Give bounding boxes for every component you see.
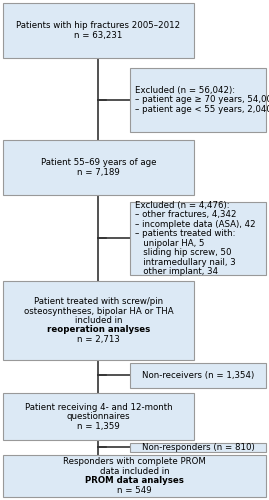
Text: sliding hip screw, 50: sliding hip screw, 50 [135,248,232,257]
FancyBboxPatch shape [3,393,194,440]
Text: Responders with complete PROM: Responders with complete PROM [63,457,206,466]
Text: Non-receivers (n = 1,354): Non-receivers (n = 1,354) [142,371,254,380]
FancyBboxPatch shape [130,363,266,388]
Text: intramedullary nail, 3: intramedullary nail, 3 [135,258,236,267]
Text: Excluded (n = 56,042):: Excluded (n = 56,042): [135,86,235,95]
FancyBboxPatch shape [130,443,266,452]
Text: n = 7,189: n = 7,189 [77,168,120,177]
Text: – patients treated with:: – patients treated with: [135,229,235,238]
FancyBboxPatch shape [130,68,266,132]
Text: Patient 55–69 years of age: Patient 55–69 years of age [41,158,156,167]
Text: data included in: data included in [100,467,169,476]
Text: other implant, 34: other implant, 34 [135,267,218,276]
Text: Excluded (n = 4,476):: Excluded (n = 4,476): [135,200,230,210]
Text: questionnaires: questionnaires [67,412,130,421]
Text: included in: included in [75,316,122,325]
Text: – patient age < 55 years, 2,040: – patient age < 55 years, 2,040 [135,105,269,114]
FancyBboxPatch shape [3,281,194,360]
Text: n = 63,231: n = 63,231 [74,31,123,40]
FancyBboxPatch shape [3,140,194,195]
Text: unipolar HA, 5: unipolar HA, 5 [135,239,204,248]
FancyBboxPatch shape [130,202,266,275]
Text: Patient receiving 4- and 12-month: Patient receiving 4- and 12-month [25,402,172,411]
Text: Non-responders (n = 810): Non-responders (n = 810) [141,443,254,452]
Text: Patients with hip fractures 2005–2012: Patients with hip fractures 2005–2012 [16,21,180,30]
Text: n = 2,713: n = 2,713 [77,335,120,344]
Text: – patient age ≥ 70 years, 54,002: – patient age ≥ 70 years, 54,002 [135,96,269,104]
Text: PROM data analyses: PROM data analyses [85,476,184,485]
Text: n = 549: n = 549 [117,486,152,495]
Text: Patient treated with screw/pin: Patient treated with screw/pin [34,297,163,306]
Text: – incomplete data (ASA), 42: – incomplete data (ASA), 42 [135,220,256,229]
Text: n = 1,359: n = 1,359 [77,422,120,430]
Text: – other fractures, 4,342: – other fractures, 4,342 [135,210,236,219]
FancyBboxPatch shape [3,455,266,497]
FancyBboxPatch shape [3,3,194,58]
Text: reoperation analyses: reoperation analyses [47,326,150,334]
Text: osteosyntheses, bipolar HA or THA: osteosyntheses, bipolar HA or THA [24,306,173,316]
